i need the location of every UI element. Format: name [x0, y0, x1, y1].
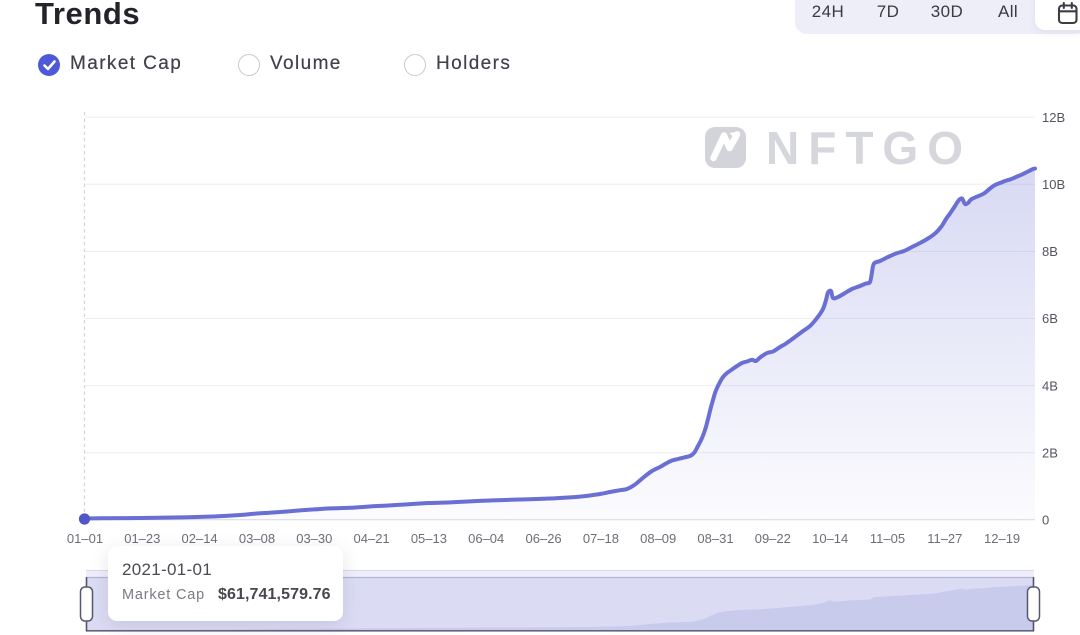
- svg-text:10–14: 10–14: [812, 531, 848, 546]
- svg-text:07–18: 07–18: [583, 531, 619, 546]
- svg-text:0: 0: [1042, 513, 1049, 528]
- svg-text:6B: 6B: [1042, 311, 1058, 326]
- svg-text:04–21: 04–21: [354, 531, 390, 546]
- svg-text:03–08: 03–08: [239, 531, 275, 546]
- svg-text:06–26: 06–26: [526, 531, 562, 546]
- svg-text:08–09: 08–09: [640, 531, 676, 546]
- svg-text:06–04: 06–04: [468, 531, 504, 546]
- svg-text:8B: 8B: [1042, 244, 1058, 259]
- svg-text:03–30: 03–30: [296, 531, 332, 546]
- svg-text:09–22: 09–22: [755, 531, 791, 546]
- svg-text:10B: 10B: [1042, 177, 1065, 192]
- svg-text:NFTGO: NFTGO: [766, 122, 972, 174]
- svg-text:12–19: 12–19: [984, 531, 1020, 546]
- svg-text:12B: 12B: [1042, 110, 1065, 125]
- svg-text:05–13: 05–13: [411, 531, 447, 546]
- svg-text:01–01: 01–01: [67, 531, 103, 546]
- svg-text:02–14: 02–14: [182, 531, 218, 546]
- svg-text:2B: 2B: [1042, 445, 1058, 460]
- svg-text:4B: 4B: [1042, 378, 1058, 393]
- svg-text:08–31: 08–31: [697, 531, 733, 546]
- svg-text:01–23: 01–23: [124, 531, 160, 546]
- svg-text:11–05: 11–05: [870, 531, 905, 546]
- svg-text:11–27: 11–27: [927, 531, 962, 546]
